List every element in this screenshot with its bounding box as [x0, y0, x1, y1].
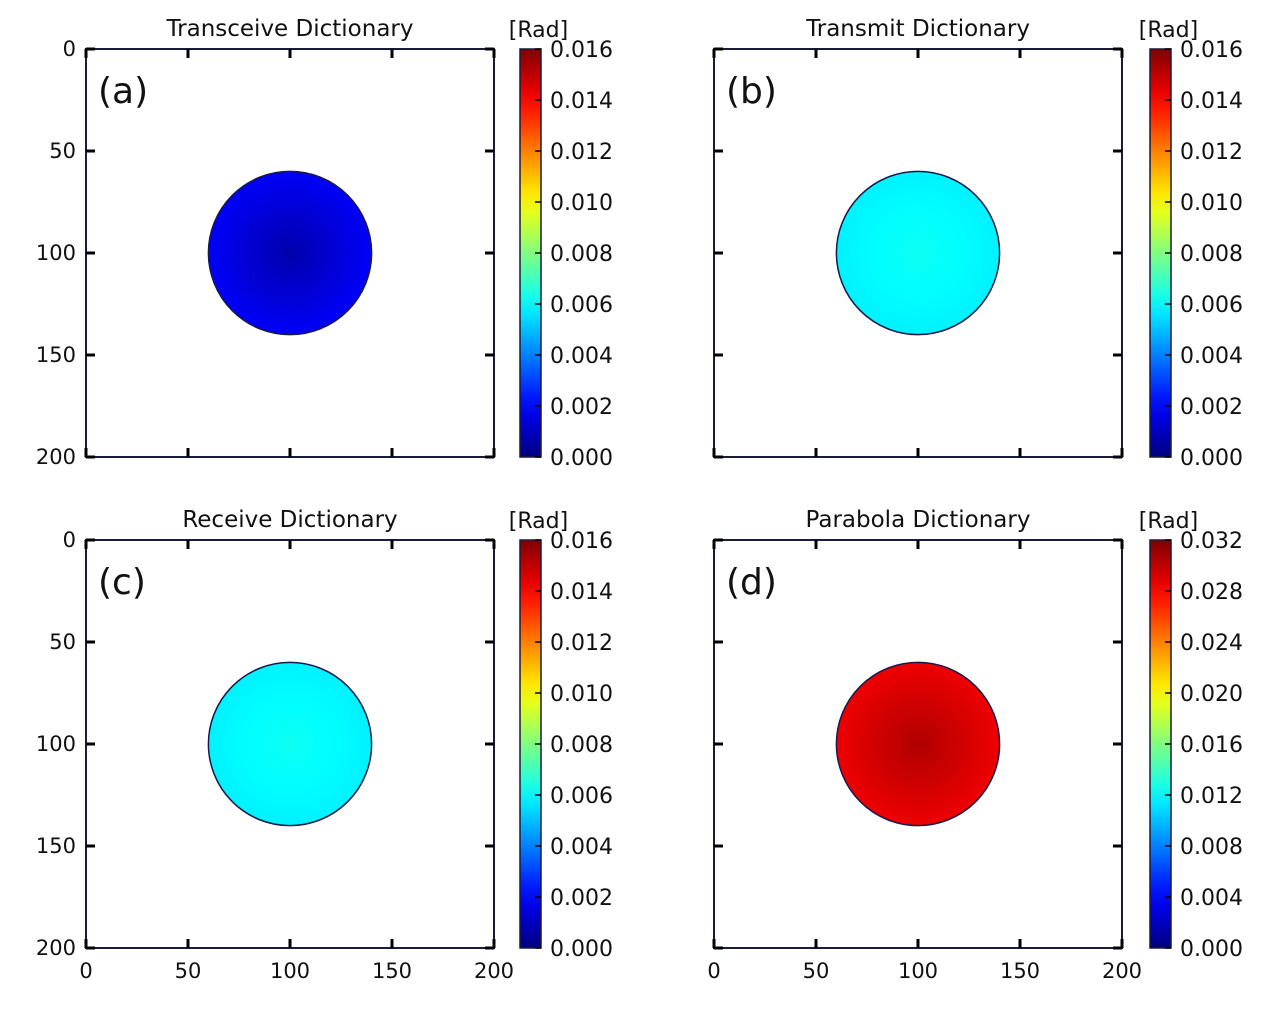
x-tick-label: 50 [803, 959, 830, 983]
colorbar-tick-label: 0.008 [1180, 242, 1243, 267]
heatmap-disk [207, 170, 373, 336]
colorbar-tick-label: 0.010 [550, 682, 613, 707]
colorbar-tick-label: 0.012 [550, 631, 613, 656]
x-tick-label: 150 [372, 959, 412, 983]
colorbar-tick-label: 0.032 [1180, 529, 1243, 554]
colorbar-tick-label: 0.012 [550, 140, 613, 165]
x-tick-label: 100 [270, 959, 310, 983]
y-tick-label: 50 [49, 630, 76, 654]
y-tick-label: 150 [36, 343, 76, 367]
panel-label: (a) [98, 71, 148, 112]
chart-title: Parabola Dictionary [806, 507, 1031, 533]
x-tick-label: 50 [175, 959, 202, 983]
x-tick-label: 150 [1000, 959, 1040, 983]
colorbar-tick-label: 0.004 [550, 344, 613, 369]
colorbar-tick-label: 0.014 [550, 580, 613, 605]
colorbar-tick-label: 0.028 [1180, 580, 1243, 605]
colorbar-tick-label: 0.002 [1180, 395, 1243, 420]
y-tick-label: 100 [36, 732, 76, 756]
panel-label: (c) [98, 562, 146, 603]
y-tick-label: 200 [36, 936, 76, 960]
x-tick-label: 100 [898, 959, 938, 983]
colorbar-tick-label: 0.002 [550, 395, 613, 420]
colorbar-tick-label: 0.024 [1180, 631, 1243, 656]
colorbar-unit: [Rad] [509, 509, 568, 534]
chart-title: Transceive Dictionary [165, 16, 413, 42]
heatmap-disk [207, 661, 373, 827]
colorbar-tick-label: 0.000 [550, 446, 613, 471]
colorbar-tick-label: 0.000 [1180, 937, 1243, 962]
colorbar-tick-label: 0.014 [550, 89, 613, 114]
colorbar-tick-label: 0.004 [550, 835, 613, 860]
heatmap-disk [835, 170, 1001, 336]
chart-title: Transmit Dictionary [805, 16, 1030, 42]
colorbar-unit: [Rad] [1139, 509, 1198, 534]
panel-a: 0 50 100 150 200 Transceive Dictionary (a) [Rad… [36, 16, 613, 471]
y-tick-label: 100 [36, 241, 76, 265]
colorbar-tick-label: 0.014 [1180, 89, 1243, 114]
colorbar-tick-label: 0.010 [550, 191, 613, 216]
chart-title: Receive Dictionary [182, 507, 397, 533]
panel-label: (d) [726, 562, 777, 603]
colorbar-tick-label: 0.010 [1180, 191, 1243, 216]
colorbar-tick-label: 0.004 [1180, 886, 1243, 911]
heatmap-disk [835, 661, 1001, 827]
colorbar-tick-label: 0.000 [550, 937, 613, 962]
y-tick-label: 150 [36, 834, 76, 858]
colorbar-tick-label: 0.020 [1180, 682, 1243, 707]
colorbar-tick-label: 0.006 [1180, 293, 1243, 318]
colorbar-tick-label: 0.006 [550, 293, 613, 318]
colorbar-tick-label: 0.000 [1180, 446, 1243, 471]
x-tick-label: 0 [79, 959, 92, 983]
x-tick-label: 0 [707, 959, 720, 983]
colorbar-tick-label: 0.008 [1180, 835, 1243, 860]
y-tick-label: 0 [63, 37, 76, 61]
colorbar-tick-label: 0.016 [1180, 733, 1243, 758]
colorbar-unit: [Rad] [1139, 18, 1198, 43]
colorbar-tick-label: 0.012 [1180, 784, 1243, 809]
panel-label: (b) [726, 71, 777, 112]
colorbar-unit: [Rad] [509, 18, 568, 43]
x-tick-label: 200 [474, 959, 514, 983]
colorbar-tick-label: 0.016 [1180, 38, 1243, 63]
colorbar-tick-label: 0.016 [550, 529, 613, 554]
y-tick-label: 50 [49, 139, 76, 163]
colorbar-tick-label: 0.012 [1180, 140, 1243, 165]
y-tick-label: 200 [36, 445, 76, 469]
colorbar-tick-label: 0.016 [550, 38, 613, 63]
colorbar-tick-label: 0.008 [550, 242, 613, 267]
colorbar-tick-label: 0.006 [550, 784, 613, 809]
colorbar-tick-label: 0.002 [550, 886, 613, 911]
colorbar-tick-label: 0.008 [550, 733, 613, 758]
y-tick-label: 0 [63, 528, 76, 552]
panel-b: Transmit Dictionary (b) [Rad] 0.000 0.002 0.0… [712, 16, 1243, 471]
x-tick-label: 200 [1102, 959, 1142, 983]
colorbar-tick-label: 0.004 [1180, 344, 1243, 369]
